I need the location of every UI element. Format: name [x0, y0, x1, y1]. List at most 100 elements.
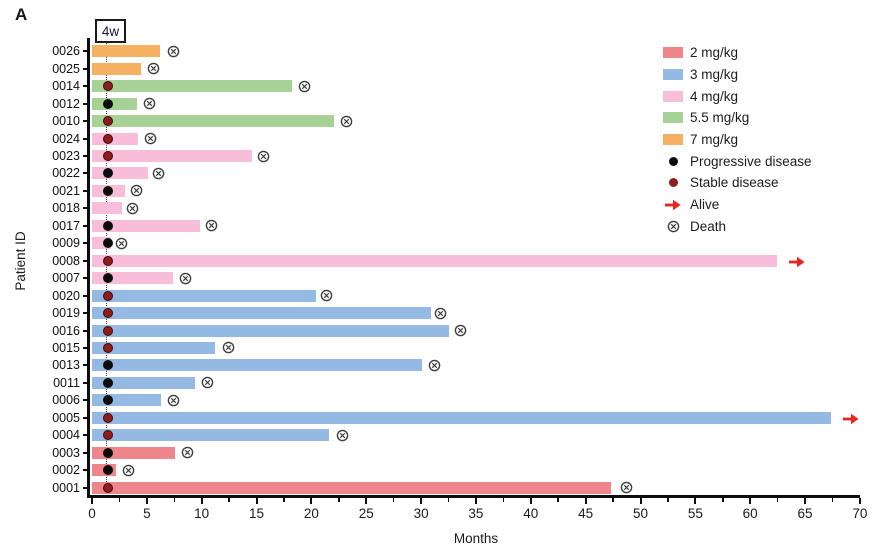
- y-axis-tick: [83, 469, 88, 472]
- progressive-disease-dot: [102, 395, 113, 406]
- x-tick-minor: [173, 498, 176, 502]
- x-tick-minor: [447, 498, 450, 502]
- y-axis-tick: [83, 50, 88, 53]
- patient-id-label: 0002: [52, 463, 80, 478]
- death-icon: [167, 45, 180, 63]
- color-swatch: [663, 112, 683, 124]
- x-tick-major: [529, 498, 532, 504]
- x-tick-major: [639, 498, 642, 504]
- y-axis-tick: [83, 137, 88, 140]
- progressive-disease-dot: [102, 98, 113, 109]
- y-axis-tick: [83, 346, 88, 349]
- dose-bar: [92, 254, 777, 267]
- x-tick-minor: [502, 498, 505, 502]
- color-swatch: [663, 69, 683, 81]
- dose-bar: [92, 307, 431, 320]
- x-tick-minor: [557, 498, 559, 502]
- death-icon: [336, 429, 349, 447]
- legend-item-dose: 5.5 mg/kg: [662, 107, 812, 129]
- 4w-annotation-box: 4w: [95, 19, 126, 43]
- x-tick-minor: [722, 498, 724, 502]
- x-tick-label: 30: [413, 506, 429, 521]
- dose-swatch-icon: [662, 134, 684, 146]
- x-tick-major: [749, 498, 752, 504]
- legend-item-marker: Alive: [662, 194, 812, 216]
- dose-bar: [92, 167, 148, 180]
- dose-bar: [92, 446, 176, 459]
- y-axis-tick: [83, 172, 88, 175]
- dose-bar: [92, 324, 449, 337]
- patient-id-label: 0026: [52, 44, 80, 59]
- x-tick-label: 45: [578, 506, 594, 521]
- y-axis-tick: [83, 155, 88, 157]
- legend-item-dose: 4 mg/kg: [662, 85, 812, 107]
- legend-label: Progressive disease: [690, 153, 812, 169]
- legend-marker-glyph: [665, 199, 681, 210]
- legend-label: 3 mg/kg: [690, 67, 739, 83]
- death-icon: [201, 376, 214, 394]
- x-tick-label: 35: [468, 506, 484, 521]
- y-axis-tick: [83, 242, 88, 245]
- progressive-disease-dot: [102, 377, 113, 388]
- patient-id-label: 0019: [52, 306, 80, 321]
- x-tick-label: 15: [249, 506, 265, 521]
- y-axis-tick: [83, 399, 88, 402]
- x-tick-label: 55: [687, 506, 703, 521]
- death-icon: [167, 394, 180, 412]
- patient-id-label: 0009: [52, 236, 80, 251]
- x-tick-major: [145, 498, 148, 504]
- death-icon: [620, 481, 633, 499]
- x-tick-major: [420, 498, 423, 504]
- death-icon: [122, 464, 135, 482]
- patient-id-label: 0007: [52, 271, 80, 286]
- legend-label: 4 mg/kg: [690, 88, 739, 104]
- legend-label: 7 mg/kg: [690, 132, 739, 148]
- x-axis-title: Months: [453, 531, 499, 546]
- legend-item-dose: 2 mg/kg: [662, 42, 812, 64]
- patient-id-label: 0001: [52, 480, 80, 495]
- patient-id-label: 0010: [52, 114, 80, 129]
- x-tick-label: 10: [194, 506, 210, 521]
- x-tick-label: 5: [143, 506, 151, 521]
- y-axis-tick: [83, 434, 88, 437]
- progressive-disease-dot: [102, 220, 113, 231]
- dose-bar: [92, 115, 335, 128]
- x-tick-label: 0: [88, 506, 96, 521]
- y-axis-tick: [83, 102, 88, 105]
- color-swatch: [663, 90, 683, 102]
- patient-id-label: 0022: [52, 166, 80, 181]
- y-axis-tick: [83, 451, 88, 454]
- dose-bar: [92, 289, 316, 302]
- death-icon: [126, 202, 139, 220]
- death-icon: [115, 237, 128, 255]
- 4-week-reference-line: [106, 40, 107, 496]
- legend-label: Stable disease: [690, 175, 779, 191]
- alive-arrow-icon: [662, 199, 684, 211]
- legend-item-marker: Death: [662, 216, 812, 238]
- dose-bar: [92, 411, 832, 424]
- legend-marker-glyph: [668, 156, 678, 166]
- dose-bar: [92, 341, 215, 354]
- patient-id-label: 0023: [52, 149, 80, 163]
- color-swatch: [663, 134, 683, 146]
- patient-id-label: 0017: [52, 218, 80, 233]
- dose-bar: [92, 132, 139, 145]
- progressive-disease-dot: [102, 185, 113, 196]
- death-icon: [147, 62, 160, 80]
- y-axis-tick: [83, 312, 88, 315]
- y-axis-tick: [83, 120, 88, 123]
- stable-disease-dot-icon: [662, 178, 684, 188]
- death-icon: [181, 446, 194, 464]
- dose-swatch-icon: [662, 112, 684, 124]
- death-icon: [320, 289, 333, 307]
- alive-arrow-icon: [843, 412, 860, 430]
- legend-label: Alive: [690, 197, 720, 213]
- progressive-disease-dot: [102, 273, 113, 284]
- x-tick-label: 65: [797, 506, 813, 521]
- x-tick-label: 20: [303, 506, 319, 521]
- stable-disease-dot: [102, 430, 113, 441]
- y-axis-tick: [83, 416, 88, 419]
- y-axis-tick: [83, 364, 88, 367]
- y-axis-tick: [83, 259, 88, 262]
